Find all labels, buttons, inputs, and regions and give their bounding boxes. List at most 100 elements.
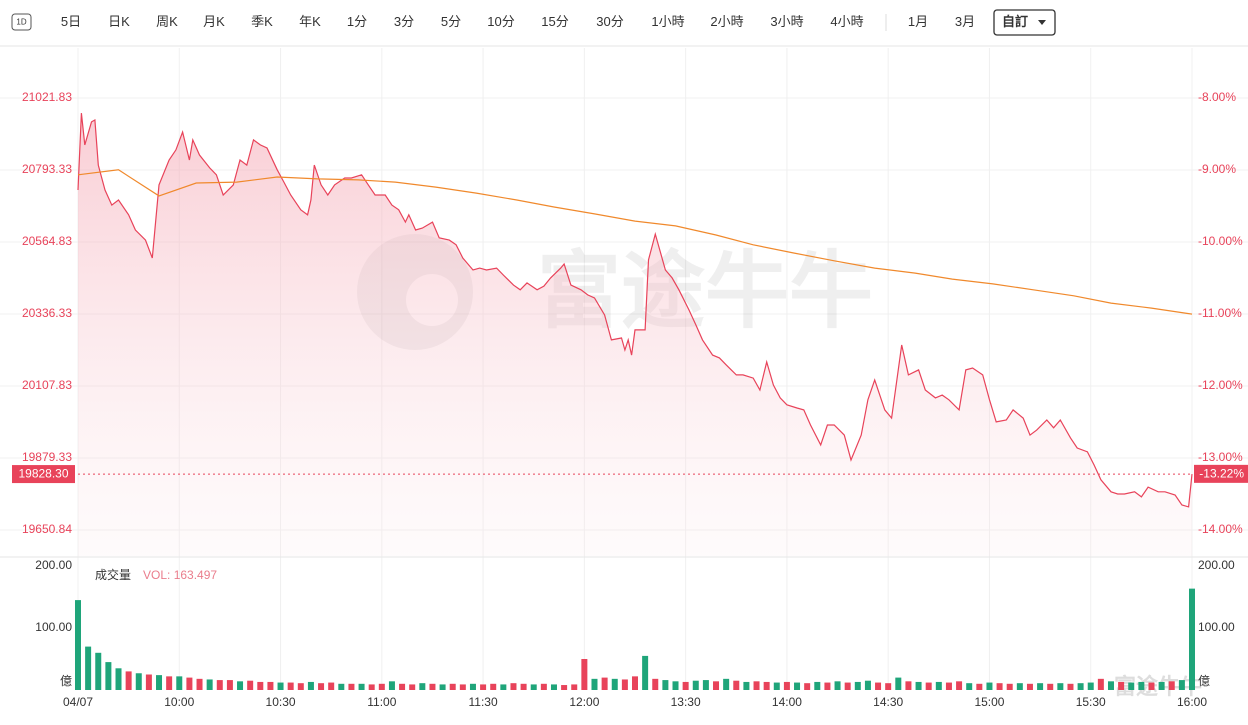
volume-bar xyxy=(733,680,740,690)
volume-bar xyxy=(915,681,922,690)
period-tab[interactable]: 日K xyxy=(108,14,130,29)
volume-bar xyxy=(1118,681,1125,690)
volume-bar xyxy=(723,678,730,690)
volume-bar xyxy=(409,684,416,690)
volume-bar xyxy=(307,681,314,690)
volume-bar xyxy=(1047,683,1054,690)
x-tick-label: 11:00 xyxy=(367,695,396,709)
volume-bar xyxy=(419,683,426,690)
period-tab[interactable]: 15分 xyxy=(541,14,568,29)
volume-bar xyxy=(571,684,578,690)
volume-bar xyxy=(85,646,92,690)
volume-bar xyxy=(976,683,983,690)
selected-box[interactable] xyxy=(993,9,1056,36)
dropdown-caret[interactable] xyxy=(1038,20,1046,25)
volume-bar xyxy=(530,684,537,690)
y-tick-label: 20793.33 xyxy=(22,162,72,176)
period-tab[interactable]: 月K xyxy=(203,14,225,29)
volume-bar xyxy=(763,681,770,690)
volume-bar xyxy=(328,682,335,690)
volume-value: 163.497 xyxy=(174,568,218,582)
period-tab[interactable]: 3月 xyxy=(955,14,975,29)
period-tab[interactable]: 1月 xyxy=(908,14,928,29)
volume-bar xyxy=(480,684,487,690)
volume-bar xyxy=(945,682,952,690)
volume-bar xyxy=(935,681,942,690)
period-tab[interactable]: 4小時 xyxy=(830,14,863,29)
volume-bar xyxy=(814,681,821,690)
volume-bar xyxy=(854,681,861,690)
x-tick-label: 13:30 xyxy=(671,695,701,709)
last-price-label: 19828.30 xyxy=(18,467,68,481)
volume-bar xyxy=(399,683,406,690)
plot xyxy=(75,113,1195,690)
y-tick-label: 100.00 xyxy=(35,620,72,634)
y2-tick-label: -11.00% xyxy=(1198,306,1242,320)
x-tick-label: 15:00 xyxy=(974,695,1004,709)
y-tick-label: 19650.84 xyxy=(22,522,72,536)
period-icon[interactable]: 1D xyxy=(16,18,26,27)
volume-bar xyxy=(824,682,831,690)
volume-title: 成交量 xyxy=(95,567,131,582)
volume-bar xyxy=(702,680,709,690)
volume-bar xyxy=(429,683,436,690)
volume-bar xyxy=(176,676,183,690)
volume-bar xyxy=(652,678,659,690)
period-tab[interactable]: 周K xyxy=(156,14,178,29)
x-tick-label: 14:00 xyxy=(772,695,802,709)
period-tab[interactable]: 年K xyxy=(299,14,321,29)
volume-bar xyxy=(145,674,152,690)
y-tick-label: 20107.83 xyxy=(22,378,72,392)
volume-bar xyxy=(186,677,193,690)
y2-tick-label: 100.00 xyxy=(1198,620,1235,634)
period-tab[interactable]: 2小時 xyxy=(710,14,743,29)
volume-bar xyxy=(1026,683,1033,690)
volume-bar xyxy=(277,682,284,690)
period-tab[interactable]: 1小時 xyxy=(651,14,684,29)
volume-bar xyxy=(966,683,973,690)
period-tab[interactable]: 10分 xyxy=(487,14,514,29)
y2-tick-label: -8.00% xyxy=(1198,90,1236,104)
x-tick-label: 11:30 xyxy=(469,695,498,709)
volume-bar xyxy=(368,684,375,690)
volume-bar xyxy=(358,683,365,690)
icon-frame xyxy=(11,13,32,31)
volume-bar xyxy=(459,684,466,690)
volume-bar xyxy=(540,683,547,690)
volume-bar xyxy=(844,682,851,690)
volume-bar xyxy=(95,652,102,690)
volume-bar xyxy=(105,662,112,690)
volume-bar xyxy=(662,680,669,690)
period-tab[interactable]: 季K xyxy=(251,14,273,29)
y-tick-label: 19879.33 xyxy=(22,450,72,464)
volume-bar xyxy=(743,681,750,690)
volume-bar xyxy=(75,600,81,690)
volume-bar xyxy=(247,680,254,690)
period-tab[interactable]: 3分 xyxy=(394,14,414,29)
volume-bar xyxy=(216,680,223,690)
y2-tick-label: 200.00 xyxy=(1198,558,1235,572)
y2-tick-label: 億 xyxy=(1198,674,1210,688)
period-tab[interactable]: 1分 xyxy=(347,14,367,29)
volume-bar xyxy=(713,681,720,690)
x-tick-label: 14:30 xyxy=(873,695,903,709)
period-tab[interactable]: 3小時 xyxy=(770,14,803,29)
volume-bar xyxy=(439,684,446,690)
period-tab[interactable]: 5分 xyxy=(441,14,461,29)
x-tick-label: 04/07 xyxy=(63,695,93,709)
volume-bar xyxy=(297,683,304,690)
volume-bar xyxy=(287,682,294,690)
period-tab[interactable]: 30分 xyxy=(596,14,623,29)
y-tick-label: 億 xyxy=(60,674,72,688)
period-tab[interactable]: 5日 xyxy=(61,14,81,29)
volume-bar xyxy=(318,683,325,690)
volume-bar xyxy=(267,681,274,690)
selected-tab[interactable]: 自訂 xyxy=(1002,14,1028,29)
last-pct-box xyxy=(1194,464,1248,483)
volume-bar xyxy=(206,679,213,690)
price-line xyxy=(77,113,1193,508)
volume-bar xyxy=(611,678,618,690)
volume-bar xyxy=(692,680,699,690)
volume-bar xyxy=(895,677,902,690)
